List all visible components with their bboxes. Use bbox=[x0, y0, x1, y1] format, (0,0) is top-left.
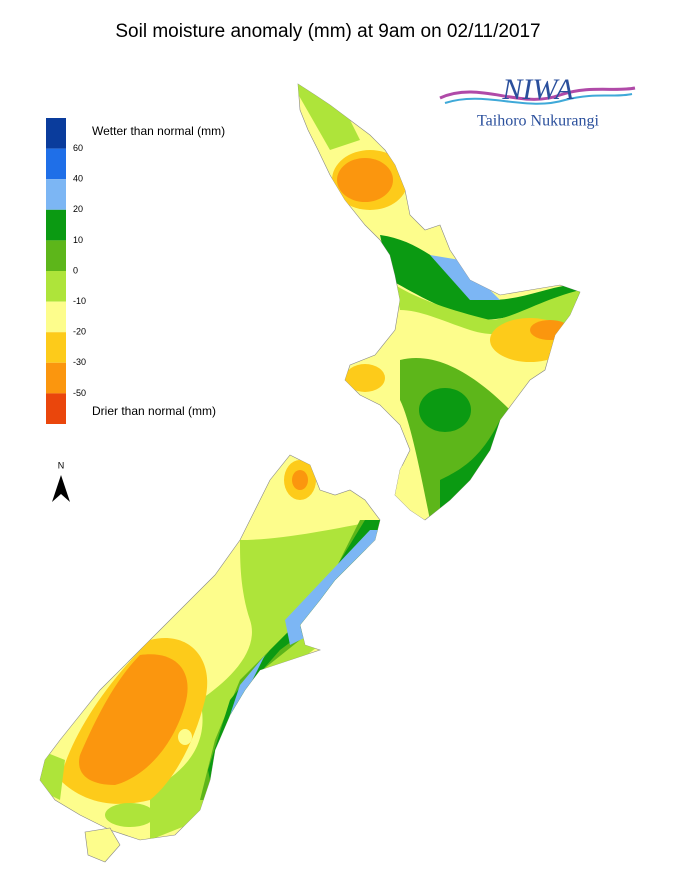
zone bbox=[40, 750, 65, 800]
logo: NIWA Taihoro Nukurangi bbox=[439, 73, 636, 130]
zones bbox=[298, 84, 580, 520]
legend-tick-label: -50 bbox=[73, 388, 86, 398]
zone bbox=[530, 320, 570, 340]
south-island bbox=[39, 454, 381, 863]
legend-drier: Drier than normal (mm) bbox=[92, 404, 216, 418]
legend-swatch bbox=[46, 209, 66, 241]
legend-wetter: Wetter than normal (mm) bbox=[92, 124, 225, 138]
legend-tick-label: -20 bbox=[73, 327, 86, 337]
stewart-island bbox=[84, 827, 121, 863]
zone bbox=[79, 654, 188, 785]
logo-subtitle: Taihoro Nukurangi bbox=[477, 113, 600, 130]
zone bbox=[380, 235, 580, 320]
zone bbox=[298, 84, 360, 150]
legend-swatch bbox=[46, 271, 66, 302]
zone bbox=[440, 420, 510, 510]
logo-swoosh bbox=[439, 86, 636, 101]
zone bbox=[337, 158, 393, 202]
legend-tick-label: 40 bbox=[73, 174, 83, 184]
legend-swatch bbox=[46, 332, 66, 363]
logo-swoosh bbox=[444, 93, 633, 105]
north-label: N bbox=[58, 460, 65, 470]
zone bbox=[292, 470, 308, 490]
zone bbox=[419, 388, 471, 432]
north-island bbox=[297, 83, 581, 521]
legend-tick-label: 10 bbox=[73, 235, 83, 245]
legend: Wetter than normal (mm) Drier than norma… bbox=[46, 118, 225, 424]
north-arrow: N bbox=[52, 460, 70, 502]
legend-swatch bbox=[46, 118, 66, 149]
north-arrow-shape bbox=[52, 475, 70, 502]
legend-tick-label: -10 bbox=[73, 296, 86, 306]
legend-tick-label: 20 bbox=[73, 204, 83, 214]
zone bbox=[345, 364, 385, 392]
zone bbox=[430, 255, 500, 300]
map-title: Soil moisture anomaly (mm) at 9am on 02/… bbox=[115, 21, 540, 42]
legend-swatch bbox=[46, 240, 66, 271]
zone bbox=[105, 803, 155, 827]
legend-tick-label: 0 bbox=[73, 265, 78, 275]
zone bbox=[178, 729, 192, 745]
legend-tick-label: 60 bbox=[73, 143, 83, 153]
logo-name: NIWA bbox=[501, 73, 574, 106]
legend-swatch bbox=[46, 393, 66, 424]
legend-swatch bbox=[46, 148, 66, 180]
legend-swatch bbox=[46, 362, 66, 394]
legend-tick-label: -30 bbox=[73, 357, 86, 367]
legend-swatch bbox=[46, 301, 66, 333]
legend-swatch bbox=[46, 179, 66, 210]
